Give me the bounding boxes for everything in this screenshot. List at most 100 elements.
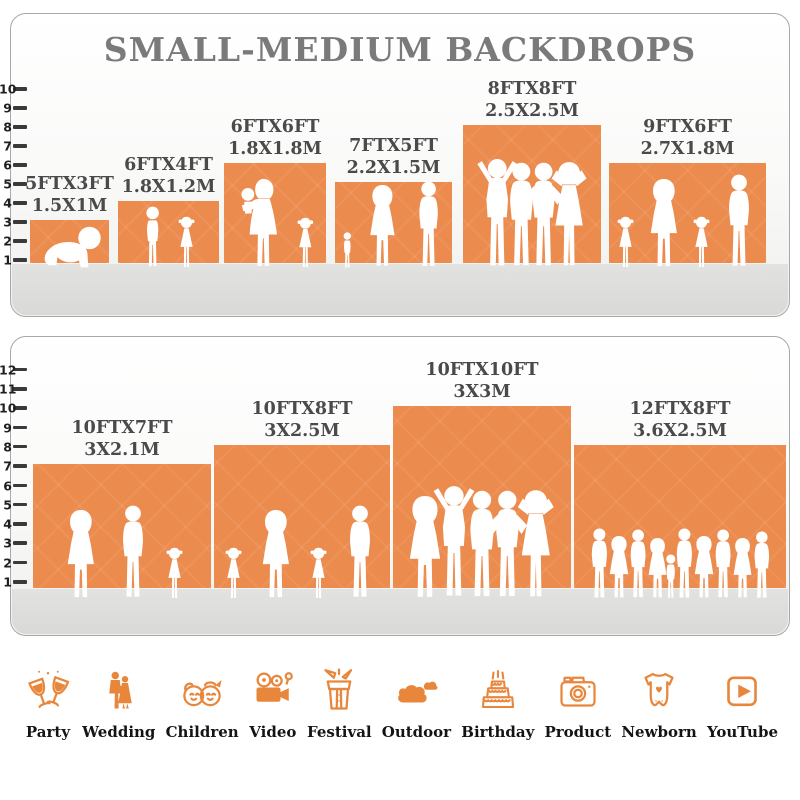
category-birthday: Birthday	[461, 668, 534, 741]
backdrop-size-label: 9FTX6FT 2.7X1.8M	[641, 116, 735, 160]
floor-strip	[12, 589, 788, 634]
silhouette-girl	[166, 547, 183, 600]
size-label-m: 1.8X1.2M	[121, 176, 216, 197]
silhouette-girl	[310, 547, 327, 600]
size-label-m: 3.6X2.5M	[633, 420, 727, 441]
category-outdoor: Outdoor	[382, 668, 451, 741]
ruler-tick	[13, 580, 27, 584]
ruler-number: 1	[3, 252, 12, 268]
size-label-ft: 9FTX6FT	[643, 116, 732, 137]
ruler-tick	[13, 163, 27, 167]
baby-onesie-icon	[644, 672, 674, 707]
category-label: YouTube	[706, 723, 778, 741]
silhouette-girl	[297, 217, 314, 269]
category-label: Newborn	[621, 723, 697, 741]
ruler-number: 1	[3, 574, 12, 590]
video-camera-icon	[256, 672, 293, 702]
silhouette-woman-arms-up	[544, 160, 594, 269]
ruler-tick	[13, 258, 27, 262]
silhouette-man	[411, 181, 446, 269]
category-label: Festival	[307, 723, 372, 741]
silhouette-woman	[644, 179, 684, 269]
backdrop-rect-10ftx7ft	[33, 464, 211, 588]
ruler-number: 5	[3, 497, 12, 513]
size-label-m: 1.5X1M	[31, 195, 108, 216]
silhouette-mother-holding-child	[236, 178, 283, 269]
category-newborn: Newborn	[621, 668, 697, 741]
ruler-tick	[13, 541, 27, 545]
silhouette-boy	[142, 206, 163, 269]
backdrop-rect-6ftx4ft	[118, 201, 219, 263]
backdrop-size-label: 10FTX10FT 3X3M	[425, 359, 538, 403]
backdrop-panel-small: 1 2 3 4 5 6 7 8 9 10 5FTX3FT 1.5X1M 6FTX4FT 1.8X1.2M 6…	[0, 13, 790, 317]
ruler-number: 9	[3, 420, 12, 436]
ruler-tick	[13, 182, 27, 186]
silhouette-girl	[617, 216, 634, 269]
ruler-number: 11	[0, 381, 17, 397]
category-label: Party	[25, 723, 71, 741]
ruler-tick	[13, 522, 27, 526]
backdrop-size-label: 10FTX8FT 3X2.5M	[251, 398, 352, 442]
backdrop-size-label: 6FTX4FT 1.8X1.2M	[122, 154, 216, 198]
ruler-number: 5	[3, 176, 12, 192]
silhouette-girl	[693, 216, 710, 269]
silhouette-woman	[61, 510, 101, 600]
ruler-tick	[13, 239, 27, 243]
silhouette-woman-arms-up	[510, 488, 562, 600]
silhouette-girl	[225, 547, 242, 600]
ruler-number: 8	[3, 439, 12, 455]
size-label-ft: 8FTX8FT	[487, 78, 577, 99]
silhouette-crawling-baby	[35, 224, 103, 269]
ruler-number: 4	[3, 516, 12, 532]
party-glasses-icon	[28, 670, 70, 708]
silhouette-man	[114, 505, 152, 600]
ruler-number: 8	[3, 119, 12, 135]
ruler-number: 3	[3, 214, 12, 230]
size-label-m: 3X3M	[453, 382, 511, 403]
category-party: Party	[24, 668, 72, 741]
ruler-number: 12	[0, 362, 17, 378]
category-youtube: YouTube	[707, 668, 778, 741]
ruler-tick	[13, 220, 27, 224]
size-label-ft: 5FTX3FT	[25, 173, 114, 194]
backdrop-size-label: 6FTX6FT 1.8X1.8M	[228, 116, 322, 160]
size-label-m: 2.7X1.8M	[640, 138, 735, 159]
backdrop-panel-medium: 1 2 3 4 5 6 7 8 9 10 11 12 10FTX7FT 3X2.1M 10FTX8FT 3X2…	[0, 336, 790, 636]
category-video: Video	[249, 668, 297, 741]
backdrop-size-label: 10FTX7FT 3X2.1M	[71, 417, 172, 461]
ruler-number: 9	[3, 100, 12, 116]
category-row: Party Wedding	[24, 668, 778, 741]
ruler-tick	[13, 483, 27, 487]
floor-strip	[12, 264, 788, 315]
silhouette-woman	[364, 185, 401, 269]
ruler-tick	[13, 387, 27, 391]
category-wedding: Wedding	[82, 668, 155, 741]
ruler-number: 10	[0, 81, 17, 97]
size-label-ft: 10FTX7FT	[71, 418, 173, 439]
backdrop-size-label: 8FTX8FT 2.5X2.5M	[485, 78, 579, 122]
ruler-tick	[13, 406, 27, 410]
page-title: SMALL-MEDIUM BACKDROPS	[103, 30, 697, 69]
silhouette-man	[341, 505, 379, 600]
silhouette-man	[748, 531, 776, 600]
category-label: Outdoor	[381, 723, 452, 741]
ruler-number: 2	[3, 233, 12, 249]
ruler-number: 6	[3, 478, 12, 493]
silhouette-man	[720, 174, 758, 269]
size-label-m: 2.2X1.5M	[346, 157, 441, 178]
children-faces-icon	[183, 680, 222, 707]
category-festival: Festival	[307, 668, 372, 741]
ruler-number: 10	[0, 400, 17, 416]
birthday-cake-icon	[481, 669, 514, 709]
ruler-tick	[13, 144, 27, 148]
silhouette-girl	[178, 216, 195, 269]
ruler-number: 4	[3, 195, 12, 211]
ruler-tick	[13, 87, 27, 91]
ruler-tick	[13, 464, 27, 468]
ruler-number: 6	[3, 157, 12, 173]
size-label-m: 3X2.1M	[84, 440, 160, 461]
youtube-play-icon	[727, 676, 758, 707]
clouds-icon	[398, 681, 438, 703]
size-label-m: 1.8X1.8M	[228, 138, 322, 159]
